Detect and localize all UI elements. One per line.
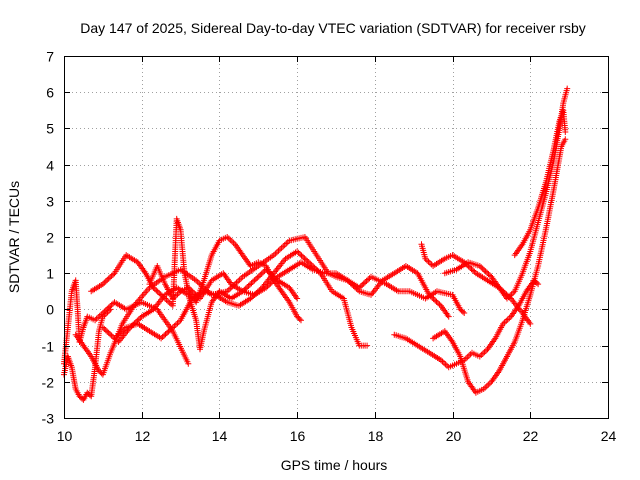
data-point	[153, 287, 160, 294]
data-point	[252, 276, 259, 283]
data-point	[357, 283, 364, 290]
data-point	[194, 292, 201, 299]
data-point	[185, 360, 192, 367]
data-point	[102, 278, 109, 285]
x-tick-label: 12	[135, 428, 151, 444]
series-track-11	[441, 85, 571, 302]
data-point	[188, 287, 195, 294]
data-point	[294, 295, 301, 302]
data-point	[564, 85, 571, 92]
data-point	[268, 272, 275, 278]
data-point	[266, 269, 272, 276]
data-point	[266, 282, 272, 288]
data-point	[164, 329, 170, 336]
data-point	[562, 129, 569, 135]
y-tick-label: -2	[42, 375, 55, 391]
data-point	[166, 327, 173, 334]
data-point	[242, 285, 249, 292]
data-point	[99, 324, 106, 331]
data-point	[344, 277, 351, 284]
data-point	[298, 317, 304, 324]
data-point	[459, 308, 466, 315]
data-point	[432, 297, 439, 304]
data-point	[461, 310, 468, 316]
data-point	[476, 263, 483, 269]
data-point	[302, 256, 309, 263]
data-point	[132, 319, 139, 326]
y-tick-label: 1	[46, 266, 54, 282]
data-point	[105, 275, 112, 282]
x-tick-label: 10	[57, 428, 73, 444]
data-point	[527, 320, 534, 327]
y-tick-label: 5	[46, 121, 54, 137]
data-point	[273, 276, 280, 283]
y-tick-label: 3	[46, 194, 54, 210]
data-point	[268, 279, 275, 286]
data-point	[297, 251, 304, 258]
y-tick-label: 7	[46, 49, 54, 65]
y-tick-label: 4	[46, 158, 54, 174]
data-point	[263, 284, 270, 291]
data-point	[99, 281, 106, 288]
data-point	[150, 284, 157, 291]
series-track-7	[146, 263, 301, 302]
plot-frame	[64, 56, 609, 419]
x-tick-label: 24	[601, 428, 617, 444]
data-point	[296, 316, 303, 323]
data-point	[255, 273, 262, 280]
data-point	[161, 332, 168, 339]
y-axis-label: SDTVAR / TECUs	[6, 181, 22, 293]
series-track-10	[430, 136, 569, 396]
y-tick-label: -1	[42, 339, 55, 355]
data-point	[347, 280, 354, 287]
data-point	[562, 136, 569, 143]
chart-title: Day 147 of 2025, Sidereal Day-to-day VTE…	[80, 20, 586, 36]
data-point	[110, 271, 117, 278]
data-point	[127, 324, 134, 331]
data-point	[300, 253, 306, 260]
data-point	[350, 282, 357, 289]
x-tick-label: 16	[290, 428, 306, 444]
data-point	[445, 313, 452, 320]
x-tick-label: 20	[446, 428, 462, 444]
y-tick-label: 0	[46, 302, 54, 318]
data-point	[354, 286, 361, 293]
data-point	[263, 266, 270, 273]
data-point	[484, 269, 491, 276]
data-point	[191, 290, 198, 297]
data-point	[365, 276, 372, 283]
series-track-5	[99, 248, 371, 349]
y-tick-label: 6	[46, 85, 54, 101]
data-point	[479, 265, 486, 272]
data-point	[470, 267, 476, 274]
data-point	[115, 331, 122, 338]
data-point	[105, 329, 112, 336]
x-tick-label: 14	[212, 428, 228, 444]
data-point	[360, 280, 367, 287]
x-tick-label: 22	[523, 428, 539, 444]
data-point	[429, 294, 436, 301]
data-point	[426, 291, 433, 298]
data-point	[245, 282, 252, 289]
data-point	[364, 342, 371, 349]
series-track-2	[61, 306, 114, 403]
data-point	[113, 334, 119, 340]
data-point	[137, 315, 144, 321]
data-point	[130, 321, 136, 328]
data-point	[248, 280, 255, 287]
data-point	[107, 306, 114, 313]
x-axis-label: GPS time / hours	[281, 457, 388, 473]
data-point	[258, 270, 265, 277]
y-tick-label: -3	[42, 411, 55, 427]
series-track-12	[511, 107, 569, 259]
data-point	[102, 327, 109, 334]
x-tick-label: 18	[368, 428, 384, 444]
y-tick-label: 2	[46, 230, 54, 246]
data-point	[307, 260, 314, 267]
data-marks	[61, 85, 571, 403]
series-track-8	[391, 277, 542, 371]
